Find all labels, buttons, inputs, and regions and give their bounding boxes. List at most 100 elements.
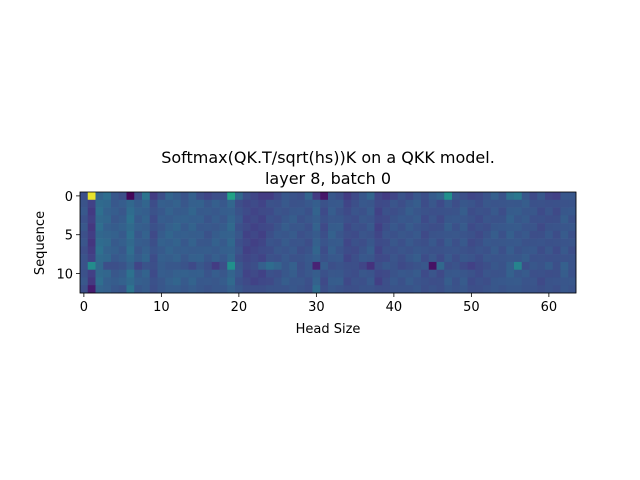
heatmap-cell (180, 269, 189, 278)
heatmap-cell (304, 230, 313, 239)
heatmap-cell (452, 261, 461, 270)
heatmap-cell (297, 277, 306, 286)
heatmap-cell (351, 207, 360, 216)
heatmap-cell (335, 285, 344, 294)
heatmap-cell (165, 277, 174, 286)
heatmap-cell (359, 223, 368, 232)
heatmap-cell (103, 238, 112, 247)
heatmap-cell (514, 269, 523, 278)
heatmap-cell (405, 207, 414, 216)
heatmap-cell (118, 285, 127, 294)
heatmap-cell (428, 238, 437, 247)
heatmap-cell (118, 207, 127, 216)
heatmap-cell (390, 246, 399, 255)
heatmap-cell (351, 261, 360, 270)
heatmap-cell (351, 223, 360, 232)
heatmap-cell (142, 238, 151, 247)
y-axis-label: Sequence (33, 211, 48, 275)
heatmap-cell (149, 215, 158, 224)
heatmap-cell (421, 238, 430, 247)
heatmap-cell (421, 285, 430, 294)
heatmap-cell (529, 246, 538, 255)
heatmap-cell (560, 230, 569, 239)
heatmap-cell (258, 238, 267, 247)
heatmap-cell (281, 277, 290, 286)
heatmap-cell (366, 277, 375, 286)
heatmap-cell (312, 215, 321, 224)
heatmap-cell (483, 207, 492, 216)
heatmap-cell (328, 285, 337, 294)
heatmap-cell (366, 254, 375, 263)
heatmap-cell (142, 246, 151, 255)
heatmap-cell (382, 223, 391, 232)
heatmap-cell (250, 199, 259, 208)
heatmap-cell (242, 246, 251, 255)
heatmap-cell (421, 223, 430, 232)
heatmap-cell (95, 238, 104, 247)
heatmap-cell (328, 223, 337, 232)
heatmap-cell (165, 238, 174, 247)
heatmap-cell (211, 261, 220, 270)
heatmap-cell (359, 238, 368, 247)
heatmap-cell (235, 192, 244, 201)
heatmap-cell (219, 199, 228, 208)
heatmap-cell (459, 261, 468, 270)
heatmap-cell (545, 261, 554, 270)
heatmap-cell (335, 261, 344, 270)
heatmap-cell (134, 254, 143, 263)
heatmap-cell (111, 285, 120, 294)
heatmap-cell (297, 199, 306, 208)
heatmap-cell (157, 230, 166, 239)
heatmap-cell (490, 261, 499, 270)
heatmap-cell (149, 199, 158, 208)
heatmap-cell (242, 277, 251, 286)
heatmap-cell (126, 199, 135, 208)
heatmap-cell (173, 261, 182, 270)
heatmap-cell (405, 277, 414, 286)
heatmap-cell (366, 207, 375, 216)
heatmap-cell (444, 238, 453, 247)
y-tick-label: 5 (65, 229, 73, 244)
heatmap-cell (490, 215, 499, 224)
heatmap-cell (173, 223, 182, 232)
heatmap-cell (436, 223, 445, 232)
heatmap-cell (552, 230, 561, 239)
heatmap-cell (374, 215, 383, 224)
heatmap-cell (173, 285, 182, 294)
heatmap-cell (188, 246, 197, 255)
heatmap-cell (320, 238, 329, 247)
heatmap-cell (266, 246, 275, 255)
heatmap-cell (444, 207, 453, 216)
heatmap-cell (196, 230, 205, 239)
heatmap-cell (219, 261, 228, 270)
heatmap-cell (545, 285, 554, 294)
heatmap-cell (304, 261, 313, 270)
heatmap-cell (444, 285, 453, 294)
heatmap-cell (475, 230, 484, 239)
heatmap-cell (304, 199, 313, 208)
heatmap-cell (529, 277, 538, 286)
heatmap-cell (343, 199, 352, 208)
heatmap-cell (405, 254, 414, 263)
heatmap-cell (289, 269, 298, 278)
heatmap-cell (359, 246, 368, 255)
heatmap-cell (397, 223, 406, 232)
heatmap-cell (506, 246, 515, 255)
heatmap-cell (134, 261, 143, 270)
heatmap-cell (235, 230, 244, 239)
heatmap-cell (126, 223, 135, 232)
heatmap-cell (196, 246, 205, 255)
heatmap-cell (289, 207, 298, 216)
x-axis-label: Head Size (296, 322, 361, 337)
heatmap-cell (304, 269, 313, 278)
heatmap-cell (459, 285, 468, 294)
heatmap-cell (537, 215, 546, 224)
heatmap-cell (165, 230, 174, 239)
heatmap-cell (204, 199, 213, 208)
heatmap-cell (165, 215, 174, 224)
heatmap-cell (134, 192, 143, 201)
heatmap-cell (467, 230, 476, 239)
heatmap-cell (537, 277, 546, 286)
heatmap-cell (366, 269, 375, 278)
heatmap-cell (297, 238, 306, 247)
